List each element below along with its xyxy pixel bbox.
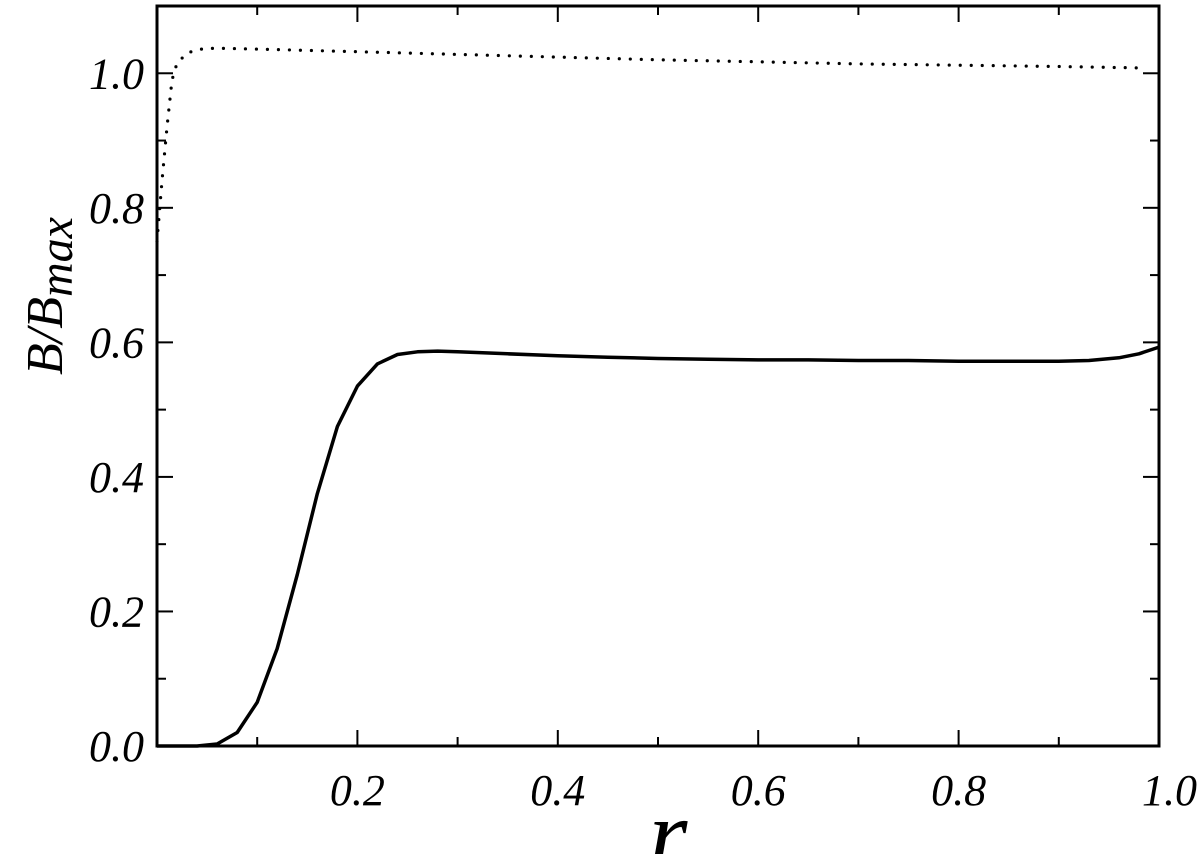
x-tick-label: 1.0 — [1142, 766, 1197, 815]
svg-text:B/Bmax: B/Bmax — [17, 217, 83, 375]
x-tick-label: 0.8 — [931, 766, 986, 815]
y-tick-label: 0.0 — [89, 722, 144, 771]
y-tick-label: 0.6 — [89, 318, 144, 367]
y-tick-label: 0.4 — [89, 453, 144, 502]
series-solid-line — [157, 345, 1160, 748]
series-layer — [155, 46, 1160, 748]
y-axis-label-subscript: max — [30, 217, 83, 297]
tick-labels: 0.2 0.4 0.6 0.8 1.0 0.0 0.2 0.4 0.6 0.8 1.0 — [89, 49, 1197, 815]
x-tick-label: 0.2 — [330, 766, 385, 815]
x-tick-label: 0.6 — [731, 766, 786, 815]
x-axis-label: r — [649, 779, 689, 854]
y-axis-label-main: B/B — [17, 297, 74, 375]
y-tick-label: 0.8 — [89, 184, 144, 233]
series-dotted-line — [155, 46, 1141, 244]
y-tick-label: 0.2 — [89, 587, 144, 636]
plot-frame — [155, 4, 1161, 748]
x-tick-label: 0.4 — [530, 766, 585, 815]
y-axis-label: B/Bmax — [17, 217, 83, 375]
y-tick-label: 1.0 — [89, 49, 144, 98]
tick-marks — [157, 6, 1159, 746]
